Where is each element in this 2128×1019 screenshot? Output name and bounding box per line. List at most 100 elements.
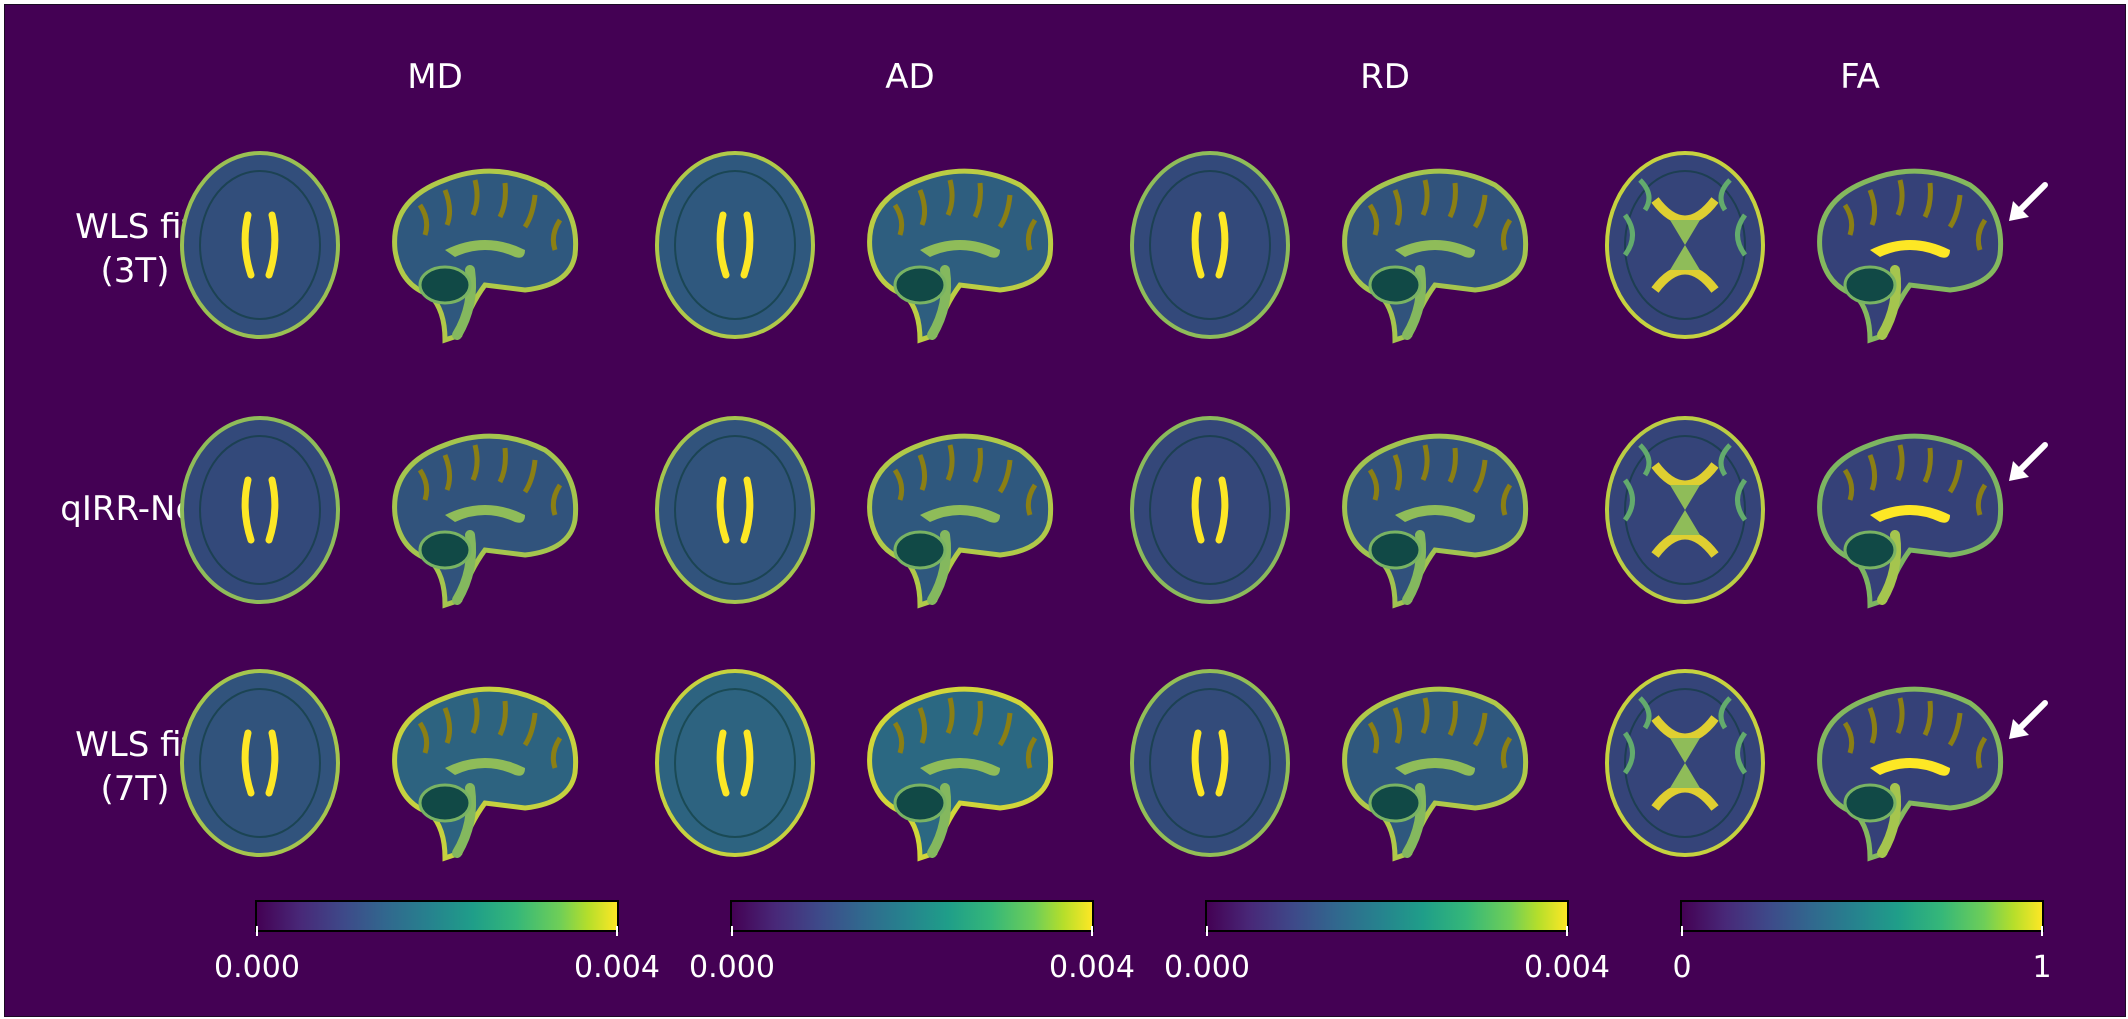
brain-inner [674, 688, 796, 838]
brain-outline [1605, 416, 1765, 604]
row-label-wls-7t: WLS fit (7T) [25, 723, 245, 811]
cerebellum [893, 530, 947, 570]
row-label-line1: WLS fit [75, 725, 195, 765]
ventricle-left [1191, 476, 1205, 544]
brain-inner [199, 435, 321, 585]
cerebellum [418, 783, 472, 823]
colorbar-tick [1206, 926, 1208, 936]
brainstem [927, 530, 952, 605]
cortex-folds [1367, 697, 1513, 769]
column-title-ad: AD [885, 57, 935, 97]
cortex-folds [892, 179, 1038, 251]
brain-outline [655, 151, 815, 339]
row-label-line2: (7T) [100, 769, 170, 809]
row-label-line2: (3T) [100, 251, 170, 291]
row-label-wls-3t: WLS fit (3T) [25, 205, 245, 293]
arrow-icon [2009, 182, 2048, 221]
brainstem [1402, 265, 1427, 340]
cortex-folds [1622, 443, 1748, 522]
brain-sagittal-image [1342, 433, 1529, 609]
ventricle-right [1215, 211, 1229, 279]
corpus-callosum [1870, 505, 1950, 523]
brain-inner [199, 170, 321, 320]
cortex-folds [892, 697, 1038, 769]
colorbar-tick [616, 926, 618, 936]
colorbar-fa [1680, 900, 2044, 932]
brain-outline [655, 416, 815, 604]
corpus-callosum [1670, 220, 1700, 270]
ventricle-left [241, 211, 255, 279]
brain-outline [1817, 168, 2004, 344]
colorbar-tick [1566, 926, 1568, 936]
arrow-icon [2009, 442, 2048, 481]
brain-inner [1149, 435, 1271, 585]
brain-outline [180, 416, 340, 604]
colorbar-rd-min-label: 0.000 [1164, 950, 1250, 985]
cerebellum [893, 265, 947, 305]
brain-axial-image [180, 416, 340, 604]
brain-outline [180, 151, 340, 339]
brain-outline [1130, 669, 1290, 857]
cerebellum [1368, 530, 1422, 570]
corpus-callosum [1870, 240, 1950, 258]
brain-inner [674, 170, 796, 320]
ventricle-right [740, 211, 754, 279]
brain-outline [392, 433, 579, 609]
cerebellum [418, 530, 472, 570]
brain-outline [655, 669, 815, 857]
colorbar-fa-min-label: 0 [1672, 950, 1692, 985]
brainstem [1877, 783, 1902, 858]
corpus-callosum [1670, 738, 1700, 788]
arrow-icon [2009, 700, 2048, 739]
corpus-callosum [920, 240, 1000, 258]
brain-outline [392, 168, 579, 344]
corpus-callosum [1395, 758, 1475, 776]
brainstem [927, 783, 952, 858]
brain-axial-image [180, 151, 340, 339]
brain-sagittal-image [867, 433, 1054, 609]
brain-axial-image [1605, 151, 1765, 339]
column-title-md: MD [407, 57, 463, 97]
brain-inner [1624, 170, 1746, 320]
brain-axial-image [1130, 669, 1290, 857]
brain-inner [1624, 435, 1746, 585]
cortex-folds [1367, 179, 1513, 251]
colorbar-md [255, 900, 619, 932]
colorbar-tick [1681, 926, 1683, 936]
colorbar-ad-max-label: 0.004 [1049, 950, 1135, 985]
figure: MD AD RD FA WLS fit (3T) qIRR-Net WLS fi… [4, 4, 2126, 1017]
column-title-fa: FA [1840, 57, 1880, 97]
cerebellum [1843, 783, 1897, 823]
brainstem [1402, 530, 1427, 605]
corpus-callosum [1870, 758, 1950, 776]
colorbar-ad-min-label: 0.000 [689, 950, 775, 985]
brain-sagittal-image [1342, 168, 1529, 344]
colorbar-md-min-label: 0.000 [214, 950, 300, 985]
brain-outline [1605, 151, 1765, 339]
brain-sagittal-image [1817, 686, 2004, 862]
colorbar-tick [731, 926, 733, 936]
ventricle-left [716, 729, 730, 797]
brain-outline [867, 686, 1054, 862]
brain-outline [867, 168, 1054, 344]
brain-inner [674, 435, 796, 585]
brain-axial-image [1130, 416, 1290, 604]
corpus-callosum [920, 758, 1000, 776]
brain-axial-image [655, 669, 815, 857]
brain-outline [1342, 686, 1529, 862]
corpus-callosum [1395, 240, 1475, 258]
row-label-line1: WLS fit [75, 207, 195, 247]
cerebellum [1843, 265, 1897, 305]
brainstem [452, 265, 477, 340]
cortex-folds [417, 444, 563, 516]
brain-sagittal-image [1817, 168, 2004, 344]
brainstem [1877, 265, 1902, 340]
brain-sagittal-image [867, 168, 1054, 344]
ventricle-left [241, 476, 255, 544]
cerebellum [893, 783, 947, 823]
brain-sagittal-image [392, 686, 579, 862]
colorbar-rd [1205, 900, 1569, 932]
cortex-folds [1842, 179, 1988, 251]
colorbar-ad [730, 900, 1094, 932]
cortex-folds [1622, 178, 1748, 257]
